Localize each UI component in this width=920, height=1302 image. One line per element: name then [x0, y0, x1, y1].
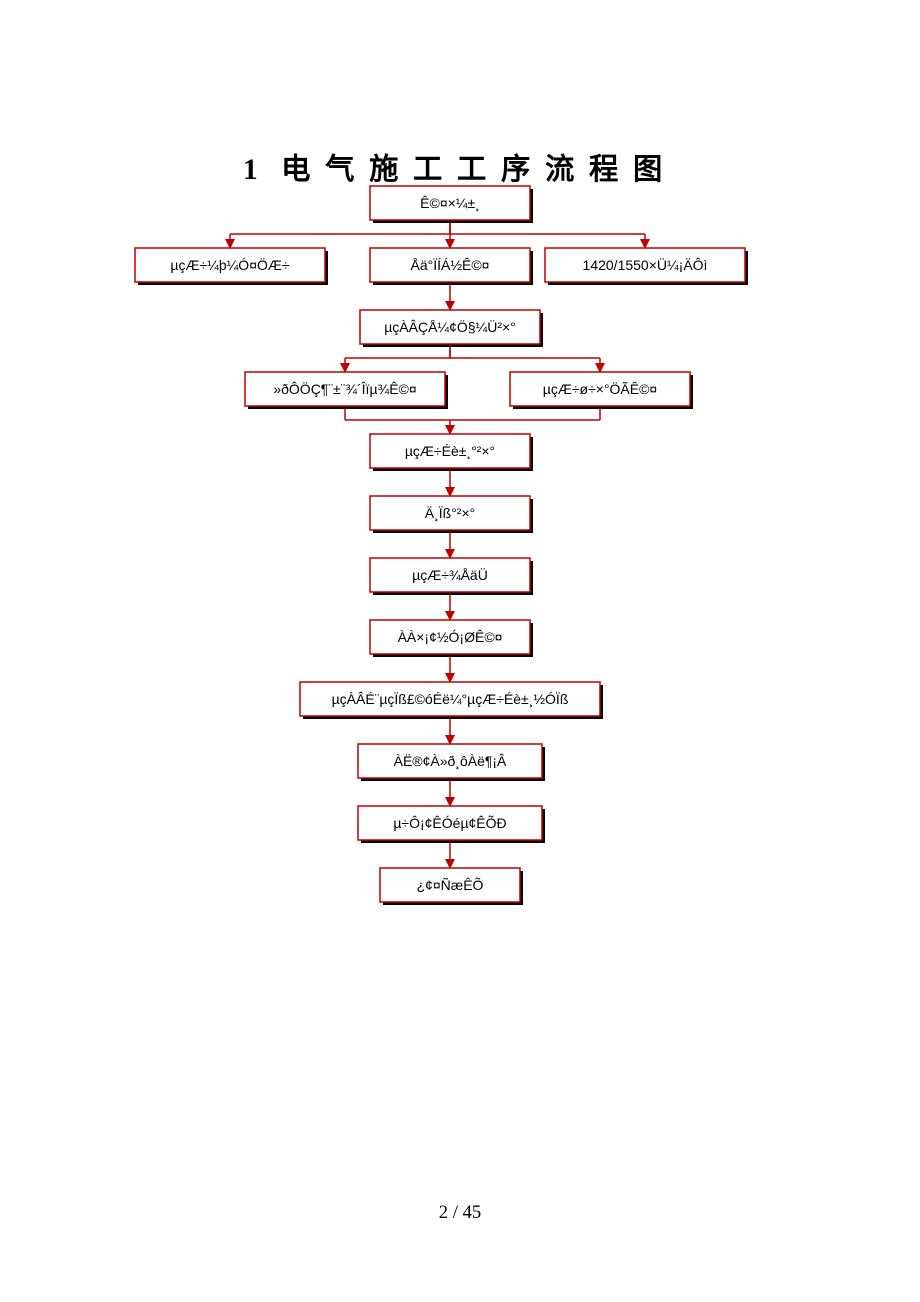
flow-node: [370, 558, 530, 592]
flow-node-label: ¿¢¤ÑæÊÕ: [417, 877, 484, 893]
flow-node: [370, 186, 530, 220]
flow-node-label: Åä°ÏÍÁ½Ê©¤: [411, 257, 490, 273]
flow-node-label: ÀÀ×¡¢½Ó¡ØÊ©¤: [398, 629, 503, 645]
flow-node-label: Ä¸Ïß°²×°: [425, 505, 475, 521]
flow-node-label: µçÀÂÇÅ¼¢Ö§¼Ü²×°: [384, 318, 516, 335]
flow-node-label: µçÆ÷ø÷×°ÖÃÊ©¤: [543, 380, 658, 397]
flow-node: [380, 868, 520, 902]
flow-node-label: µçÆ÷¼þ¼Ó¤ÖÆ÷: [170, 256, 289, 273]
flow-node-label: »ðÔÖÇ¶¨±¨¾´Îïµ¾Ê©¤: [273, 380, 417, 397]
flow-node: [370, 248, 530, 282]
page-title: 1 电气施工工序流程图: [0, 146, 920, 188]
flowchart-canvas: Ê©¤×¼±¸ µçÆ÷¼þ¼Ó¤ÖÆ÷ Åä°ÏÍÁ½Ê©¤ 1420/1550×Ü…: [0, 0, 920, 1302]
title-number: 1: [243, 154, 258, 186]
page: 1 电气施工工序流程图 Ê©¤×¼±¸ µçÆ÷¼þ¼Ó¤ÖÆ÷ Åä°ÏÍÁ½Ê©¤…: [0, 0, 920, 1302]
flow-node: [358, 744, 542, 778]
page-number: 2 / 45: [439, 1202, 482, 1223]
flow-node: [545, 248, 745, 282]
flow-node-label: µ÷Ô¡¢ÊÓéµ¢ÊÕÐ: [393, 815, 506, 831]
flow-node-label: ÀË®¢À»ð¸ôÀë¶¡Â: [394, 753, 507, 769]
flow-node: [245, 372, 445, 406]
flow-node-label: Ê©¤×¼±¸: [420, 195, 480, 211]
flow-node: [358, 806, 542, 840]
flow-node-label: µçÆ÷¾ÅäÜ: [412, 566, 488, 583]
page-footer: 2 / 45: [0, 1202, 920, 1224]
flow-node: [300, 682, 600, 716]
flow-node-label: 1420/1550×Ü¼¡ÄÔì: [583, 256, 708, 273]
flow-node: [370, 496, 530, 530]
flow-node: [135, 248, 325, 282]
flow-node-label: µçÀÂÉ¨µçÏß£©óÉë¼°µçÆ÷Éè±¸½ÓÏß: [332, 691, 569, 707]
flow-node-label: µçÆ÷Éè±¸°²×°: [405, 443, 495, 459]
flow-node: [370, 434, 530, 468]
flow-node: [360, 310, 540, 344]
title-text: 电气施工工序流程图: [281, 154, 677, 186]
flow-node: [510, 372, 690, 406]
flow-node: [370, 620, 530, 654]
